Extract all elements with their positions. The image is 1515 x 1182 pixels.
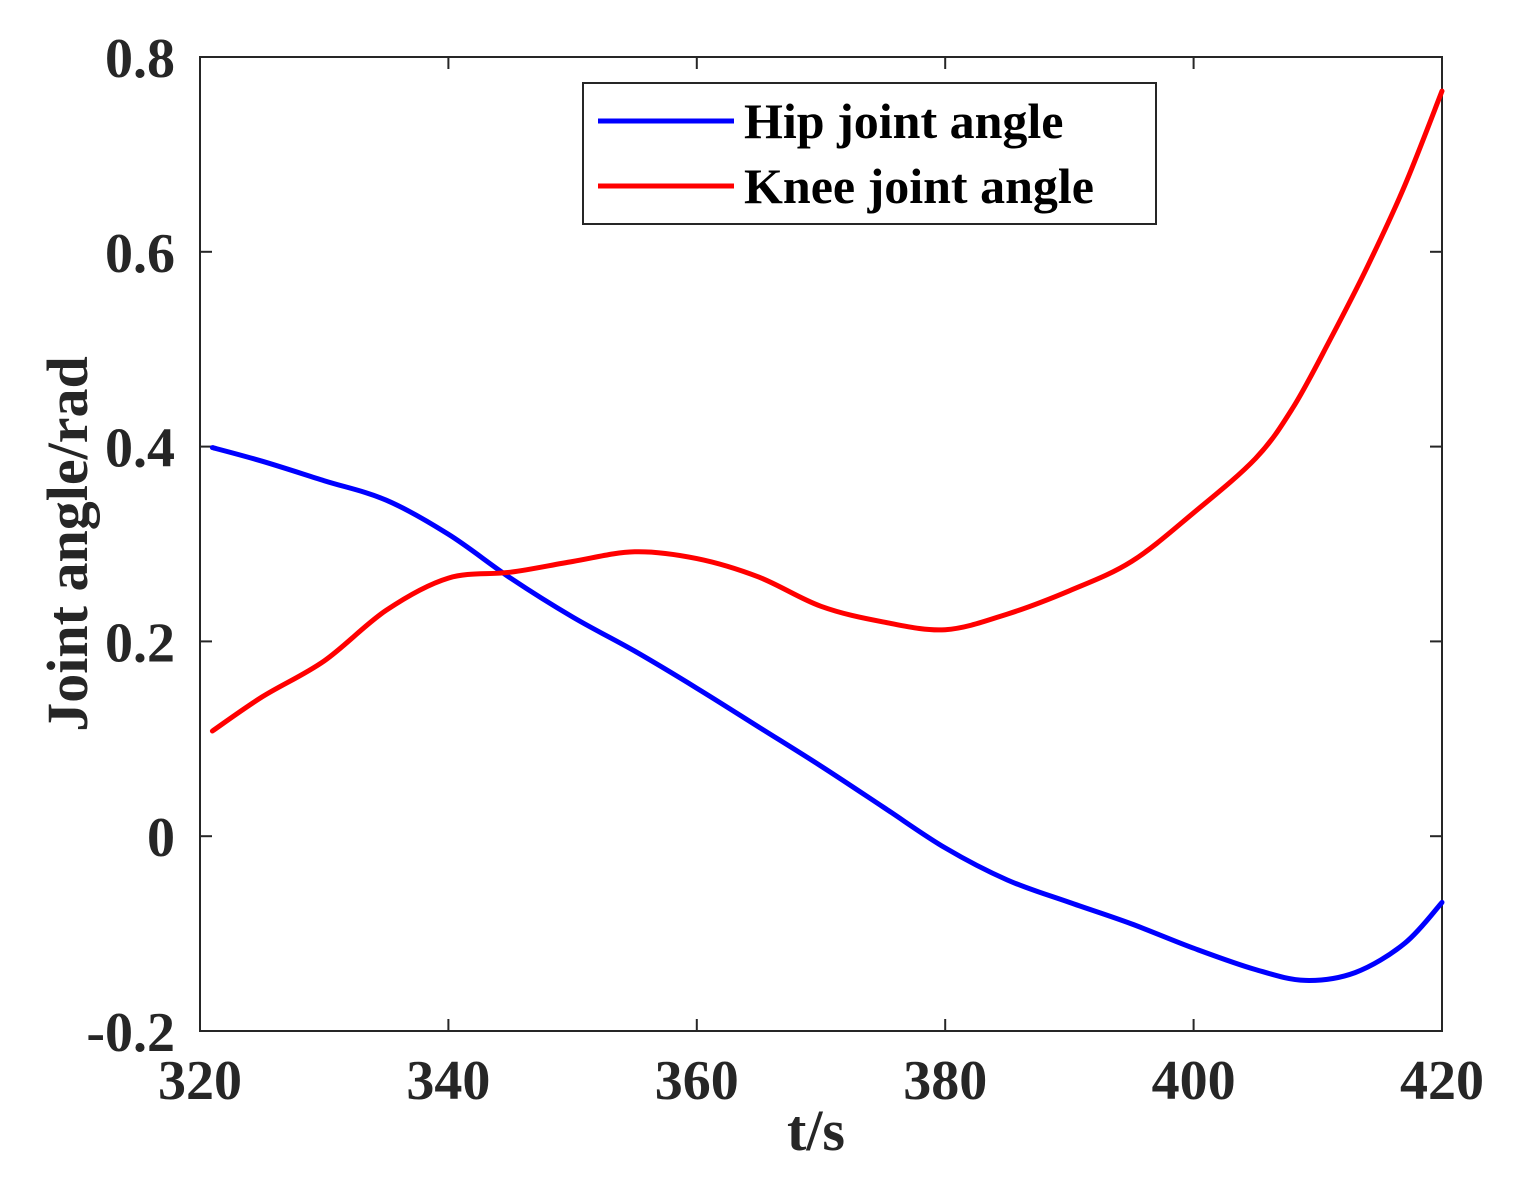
axis-tick-labels: 320 340 360 380 400 420 -0.2 0 0.2 0.4 0.6 0.8 bbox=[86, 28, 1484, 1112]
x-tick-label: 380 bbox=[903, 1050, 987, 1112]
series-line-knee bbox=[209, 88, 1445, 734]
legend: Hip joint angle Knee joint angle bbox=[582, 82, 1157, 225]
x-tick-label: 340 bbox=[406, 1050, 490, 1112]
series-line-hip bbox=[209, 445, 1445, 983]
y-tick-label: 0.4 bbox=[105, 418, 175, 480]
y-axis-label: Joint angle/rad bbox=[35, 356, 100, 731]
y-tick-label: 0 bbox=[147, 807, 175, 869]
legend-label-hip: Hip joint angle bbox=[744, 93, 1063, 149]
axis-ticks bbox=[199, 56, 1443, 1032]
x-tick-label: 320 bbox=[158, 1050, 242, 1112]
y-tick-label: -0.2 bbox=[86, 1002, 175, 1064]
y-tick-label: 0.6 bbox=[105, 223, 175, 285]
y-tick-label: 0.8 bbox=[105, 28, 175, 90]
y-tick-label: 0.2 bbox=[105, 612, 175, 674]
x-axis-label: t/s bbox=[787, 1098, 845, 1163]
x-tick-label: 420 bbox=[1400, 1050, 1484, 1112]
x-tick-label: 400 bbox=[1152, 1050, 1236, 1112]
legend-box bbox=[582, 82, 1157, 225]
series-lines bbox=[209, 88, 1445, 983]
x-tick-label: 360 bbox=[655, 1050, 739, 1112]
legend-label-knee: Knee joint angle bbox=[744, 158, 1094, 214]
